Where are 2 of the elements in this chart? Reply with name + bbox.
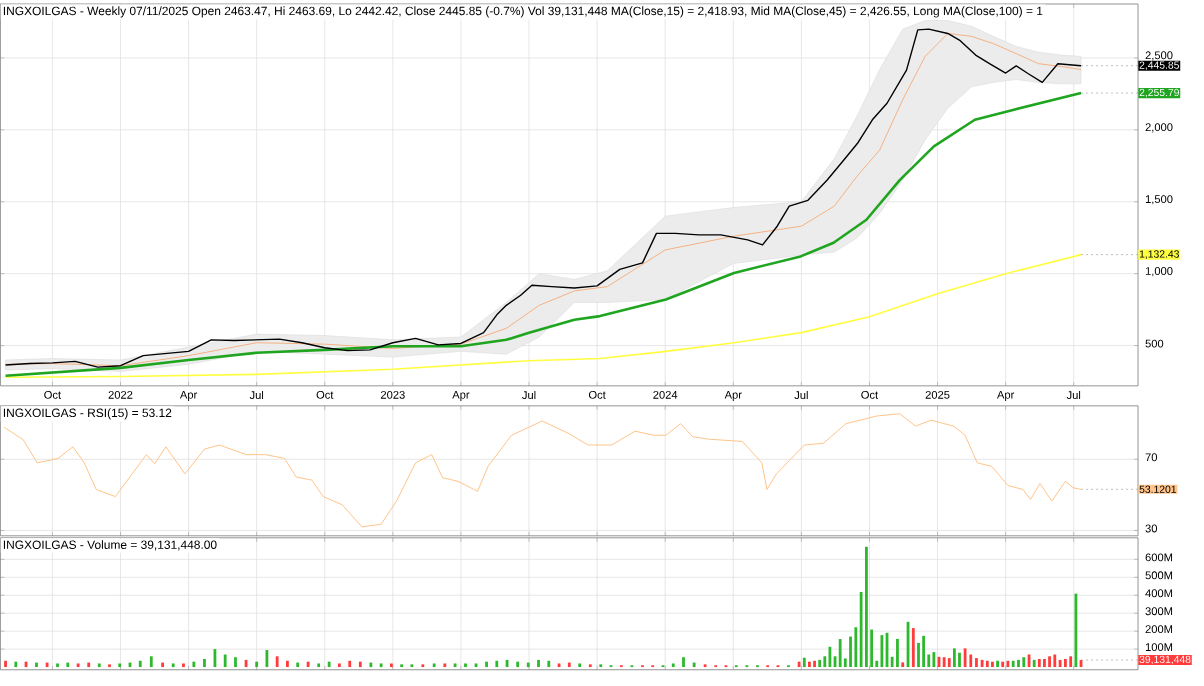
line-series: [4, 253, 1082, 379]
line-series: [4, 91, 1083, 378]
